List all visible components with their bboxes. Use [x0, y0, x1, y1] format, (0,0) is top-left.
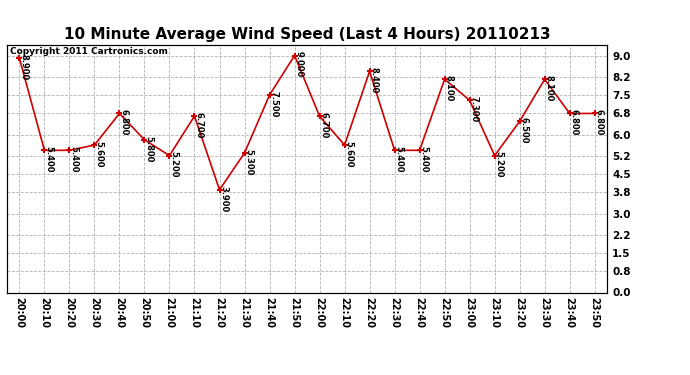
Text: 5.600: 5.600: [94, 141, 103, 167]
Text: 6.800: 6.800: [569, 109, 578, 136]
Text: 5.400: 5.400: [69, 146, 78, 172]
Text: 6.700: 6.700: [194, 112, 203, 138]
Title: 10 Minute Average Wind Speed (Last 4 Hours) 20110213: 10 Minute Average Wind Speed (Last 4 Hou…: [63, 27, 551, 42]
Text: 8.100: 8.100: [444, 75, 453, 101]
Text: 5.400: 5.400: [420, 146, 428, 172]
Text: 7.300: 7.300: [469, 96, 478, 122]
Text: 5.300: 5.300: [244, 149, 253, 175]
Text: 7.500: 7.500: [269, 91, 278, 117]
Text: 3.900: 3.900: [219, 186, 228, 212]
Text: 6.700: 6.700: [319, 112, 328, 138]
Text: 6.800: 6.800: [594, 109, 603, 136]
Text: 8.100: 8.100: [544, 75, 553, 101]
Text: 6.800: 6.800: [119, 109, 128, 136]
Text: 5.400: 5.400: [44, 146, 53, 172]
Text: 5.200: 5.200: [169, 152, 178, 178]
Text: 5.200: 5.200: [494, 152, 503, 178]
Text: 5.400: 5.400: [394, 146, 403, 172]
Text: 5.600: 5.600: [344, 141, 353, 167]
Text: 8.900: 8.900: [19, 54, 28, 80]
Text: 6.500: 6.500: [520, 117, 529, 144]
Text: 5.800: 5.800: [144, 136, 153, 162]
Text: 9.000: 9.000: [294, 51, 303, 78]
Text: 8.400: 8.400: [369, 67, 378, 93]
Text: Copyright 2011 Cartronics.com: Copyright 2011 Cartronics.com: [10, 48, 168, 57]
